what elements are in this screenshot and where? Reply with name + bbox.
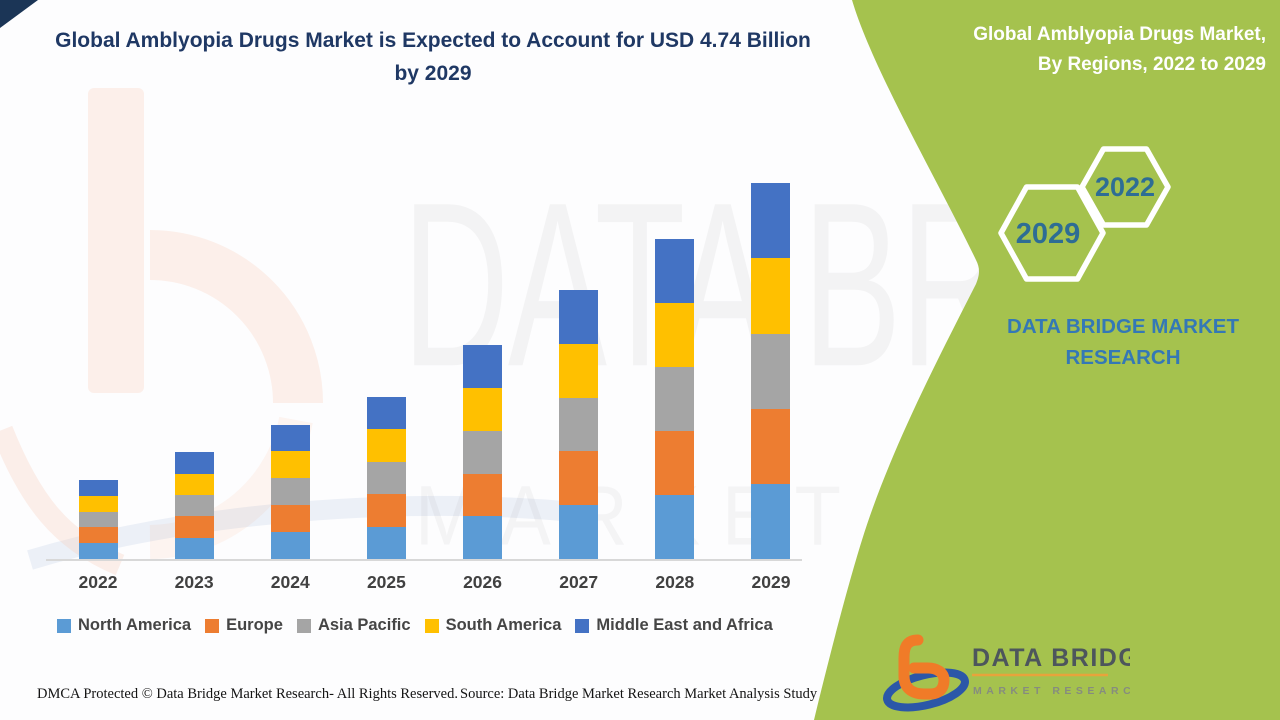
- bar-2022-segment-south-america: [78, 495, 118, 512]
- hexagon-2029-label: 2029: [1016, 218, 1081, 250]
- bar-2026: [463, 345, 503, 559]
- bar-2028-segment-middle-east-and-africa: [655, 238, 695, 303]
- bar-2029-segment-south-america: [751, 258, 791, 334]
- bar-2025-segment-asia-pacific: [366, 461, 406, 495]
- legend-item-asia-pacific: Asia Pacific: [296, 616, 411, 635]
- bar-2022-segment-asia-pacific: [78, 511, 118, 528]
- x-axis-label-2023: 2023: [174, 572, 214, 592]
- bar-2022: [78, 479, 118, 559]
- bar-2025-segment-middle-east-and-africa: [366, 396, 406, 430]
- legend-swatch: [575, 618, 590, 633]
- legend: North America Europe Asia Pacific South Ame…: [57, 616, 773, 635]
- bar-2029: [751, 183, 791, 559]
- bar-2023-segment-middle-east-and-africa: [174, 452, 214, 474]
- logo-name-text: DATA BRIDGE: [972, 644, 1130, 672]
- legend-swatch: [205, 618, 220, 633]
- bar-2022-segment-middle-east-and-africa: [78, 479, 118, 496]
- bar-2028-segment-asia-pacific: [655, 366, 695, 431]
- x-axis-label-2024: 2024: [270, 572, 310, 592]
- legend-label: North America: [78, 616, 192, 634]
- bar-2027-segment-south-america: [559, 343, 599, 398]
- bar-2026-segment-south-america: [463, 388, 503, 431]
- logo-b-mark-icon: [883, 634, 969, 712]
- bar-2023: [174, 452, 214, 559]
- brand-caption: DATA BRIDGE MARKET RESEARCH: [1007, 315, 1239, 369]
- bar-2023-segment-north-america: [174, 537, 214, 559]
- bar-2027-segment-north-america: [559, 505, 599, 559]
- bar-2023-segment-south-america: [174, 473, 214, 495]
- bar-2027-segment-asia-pacific: [559, 397, 599, 452]
- bar-2024: [270, 424, 310, 559]
- bar-2029-segment-asia-pacific: [751, 333, 791, 409]
- x-axis-labels: 2022 2023 2024 2025 2026 2027 2028 2029: [0, 572, 850, 598]
- bar-2029-segment-middle-east-and-africa: [751, 183, 791, 259]
- bar-2025-segment-europe: [366, 494, 406, 527]
- x-axis-label-2029: 2029: [751, 572, 791, 592]
- bar-2022-segment-europe: [78, 527, 118, 544]
- x-axis-label-2025: 2025: [366, 572, 406, 592]
- bar-2029-segment-north-america: [751, 483, 791, 559]
- bar-2023-segment-europe: [174, 516, 214, 538]
- legend-swatch: [57, 618, 71, 633]
- bar-2027-segment-europe: [559, 451, 599, 506]
- hexagon-2022: 2022: [1079, 146, 1171, 228]
- legend-label: Europe: [226, 616, 283, 634]
- legend-label: Asia Pacific: [317, 616, 411, 634]
- bar-2025: [366, 396, 406, 559]
- bar-2024-segment-south-america: [270, 451, 310, 479]
- x-axis-label-2026: 2026: [463, 572, 503, 592]
- page-title: Global Amblyopia Drugs Market is Expecte…: [55, 29, 811, 85]
- footer-source-text: Source: Data Bridge Market Research Mark…: [460, 686, 850, 702]
- legend-swatch: [296, 618, 311, 633]
- bar-2028: [655, 238, 695, 559]
- x-axis-label-2027: 2027: [559, 572, 599, 592]
- legend-label: Middle East and Africa: [596, 616, 773, 634]
- hexagon-2029: 2029: [998, 184, 1106, 282]
- bar-2026-segment-middle-east-and-africa: [463, 345, 503, 389]
- legend-item-middle-east-and-africa: Middle East and Africa: [575, 616, 773, 635]
- legend-item-south-america: South America: [424, 616, 562, 635]
- x-axis-label-2022: 2022: [78, 572, 118, 592]
- bar-2027: [559, 290, 599, 559]
- bar-2025-segment-north-america: [366, 526, 406, 559]
- legend-item-north-america: North America: [57, 616, 191, 635]
- x-axis-line: [46, 559, 802, 561]
- legend-swatch: [424, 618, 439, 633]
- bar-2024-segment-asia-pacific: [270, 478, 310, 506]
- side-panel-heading: Global Amblyopia Drugs Market, By Region…: [973, 24, 1266, 75]
- bar-2028-segment-north-america: [655, 494, 695, 559]
- hexagon-2022-label: 2022: [1095, 172, 1155, 202]
- bar-2022-segment-north-america: [78, 543, 118, 559]
- bar-2028-segment-europe: [655, 430, 695, 495]
- legend-item-europe: Europe: [205, 616, 283, 635]
- footer-dmca-text: DMCA Protected © Data Bridge Market Rese…: [37, 686, 458, 702]
- bar-2026-segment-europe: [463, 473, 503, 517]
- legend-label: South America: [445, 616, 562, 634]
- bar-2024-segment-north-america: [270, 532, 310, 559]
- bar-2026-segment-asia-pacific: [463, 430, 503, 474]
- bar-2028-segment-south-america: [655, 302, 695, 367]
- bar-2026-segment-north-america: [463, 516, 503, 559]
- bar-2025-segment-south-america: [366, 429, 406, 462]
- hexagon-year-badges: 2022 2029: [998, 146, 1171, 282]
- bar-2023-segment-asia-pacific: [174, 494, 214, 517]
- logo-tagline-text: MARKET RESEARCH: [973, 685, 1130, 697]
- bar-2024-segment-middle-east-and-africa: [270, 424, 310, 452]
- bar-2024-segment-europe: [270, 505, 310, 533]
- data-bridge-logo: DATA BRIDGE MARKET RESEARCH: [883, 634, 1130, 712]
- plot-area: [48, 180, 800, 559]
- bar-2027-segment-middle-east-and-africa: [559, 290, 599, 344]
- x-axis-label-2028: 2028: [655, 572, 695, 592]
- bar-2029-segment-europe: [751, 408, 791, 484]
